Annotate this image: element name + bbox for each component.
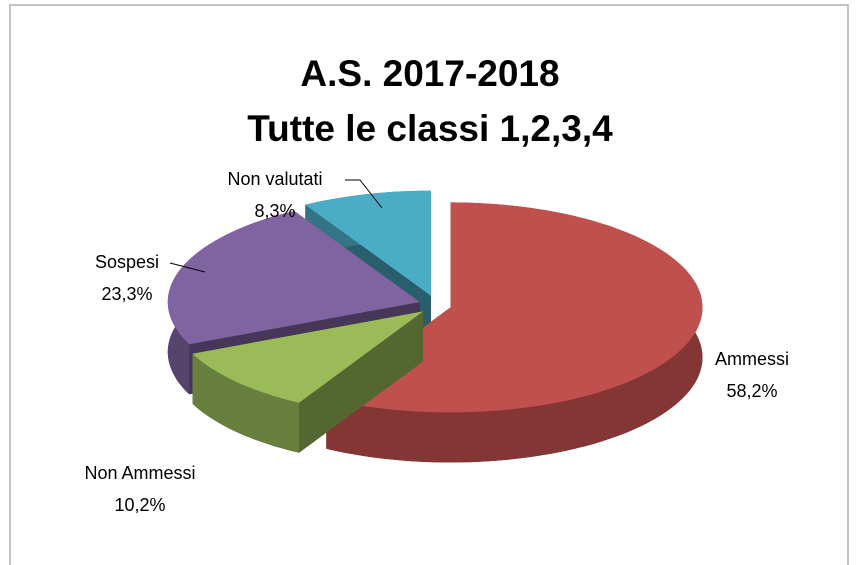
data-label-value: 23,3% xyxy=(101,284,152,304)
chart-subtitle: Tutte le classi 1,2,3,4 xyxy=(247,108,613,149)
leader-line xyxy=(345,179,383,209)
pie xyxy=(167,190,703,463)
labels: Ammessi 58,2% Non Ammessi 10,2% Sospesi 23,3%… xyxy=(84,169,789,515)
data-label-name: Non valutati xyxy=(227,169,322,189)
data-label-value: 10,2% xyxy=(114,495,165,515)
data-label-value: 58,2% xyxy=(726,381,777,401)
slice-top xyxy=(305,190,431,296)
data-label-name: Sospesi xyxy=(95,252,159,272)
slice-top xyxy=(167,211,420,345)
chart-title: A.S. 2017-2018 xyxy=(300,53,559,94)
data-label-name: Non Ammessi xyxy=(84,463,195,483)
slice-side xyxy=(192,353,299,453)
leader-line xyxy=(169,262,206,273)
slice-top xyxy=(192,311,424,403)
data-label-value: 8,3% xyxy=(254,201,295,221)
data-label-name: Ammessi xyxy=(715,349,789,369)
slice xyxy=(192,311,424,453)
chart-border xyxy=(9,4,849,565)
